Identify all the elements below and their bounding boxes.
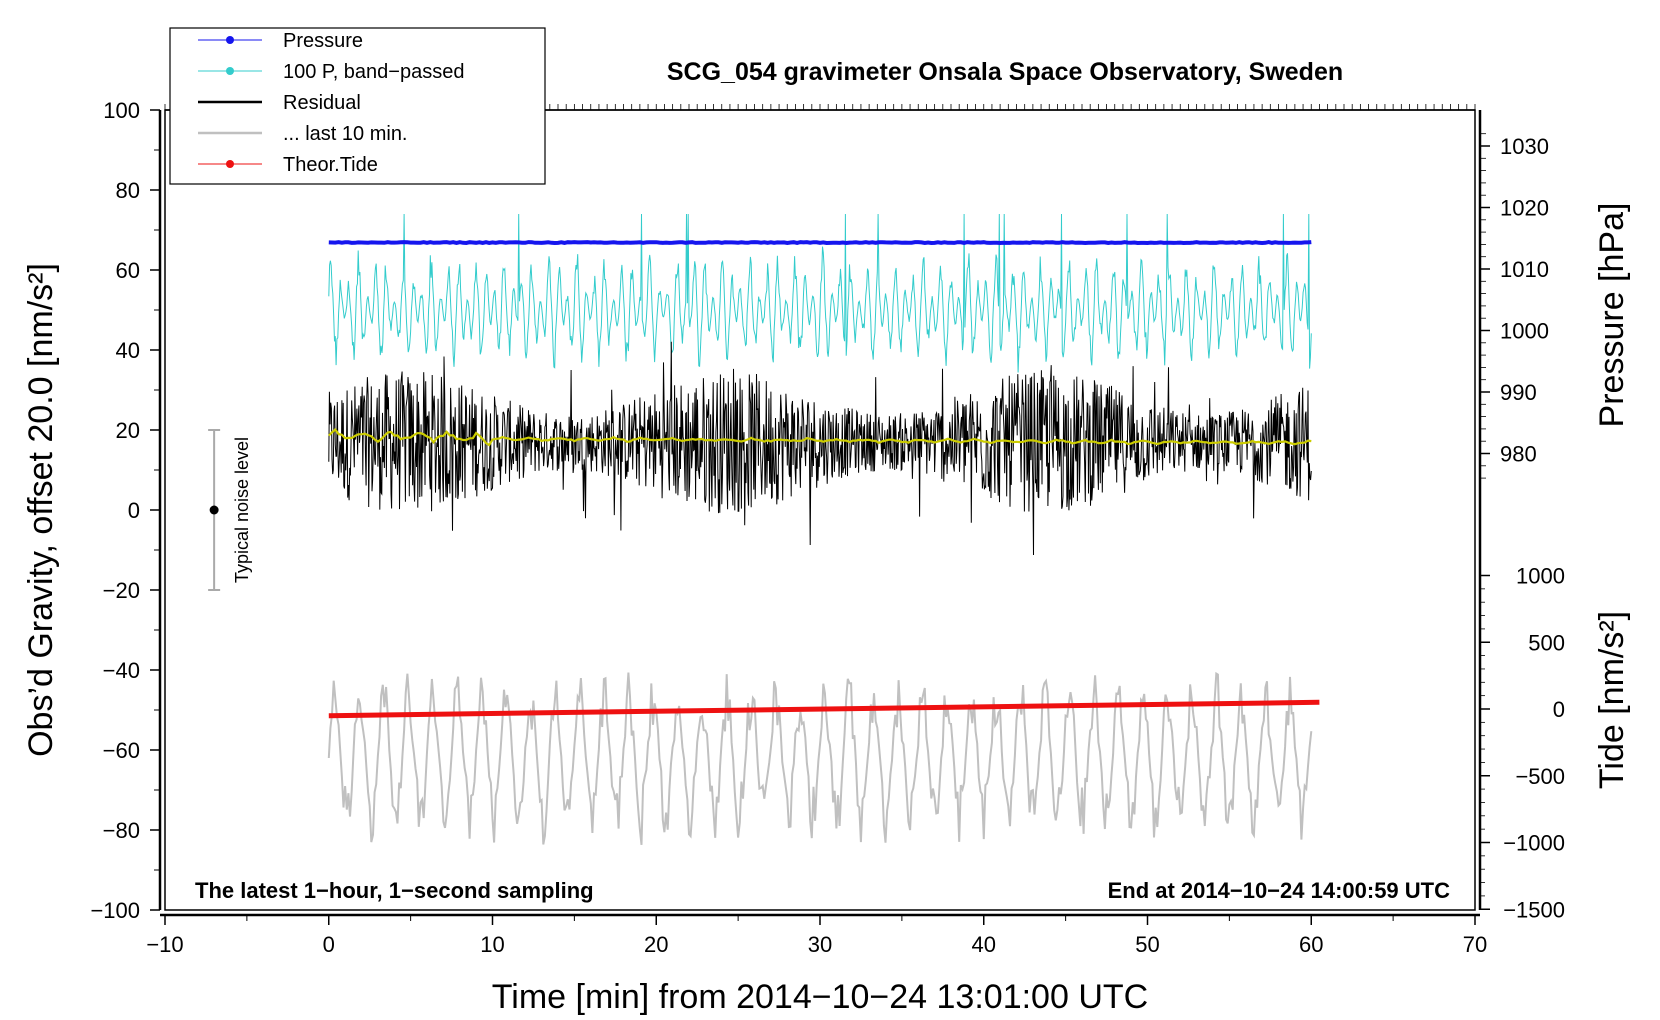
legend-label: Pressure [283,30,363,52]
series-band-passed-pressure [328,213,1312,373]
x-tick-label: 40 [972,932,996,957]
y-axis-ticks: 100 80 60 40 20 0 −20 −40 −60 −80 −100 [90,98,160,923]
tide-tick-label: 0 [1553,697,1565,722]
noise-bar-center-dot [209,505,219,515]
annotation-sampling: The latest 1−hour, 1−second sampling [195,878,594,903]
x-axis-title: Time [min] from 2014−10−24 13:01:00 UTC [492,978,1148,1016]
legend-box [169,27,546,185]
tide-axis-title: Tide [nm/s²] [1593,611,1631,789]
series-theoretical-tide [328,699,1320,719]
legend-swatch-dot [226,36,234,44]
x-tick-label: −10 [146,932,183,957]
x-tick-label: 30 [808,932,832,957]
chart-title: SCG_054 gravimeter Onsala Space Observat… [667,58,1343,86]
series-pressure [328,240,1312,246]
y-tick-label: 20 [116,418,140,443]
series-residual [328,341,1312,556]
legend-swatch-dot [226,67,234,75]
minor-ticks [154,104,1486,921]
x-tick-label: 70 [1463,932,1487,957]
series-group [327,213,1320,846]
pressure-axis-ticks: 1030 1020 1010 1000 990 980 [1480,134,1549,467]
noise-bar-label: Typical noise level [232,437,252,583]
x-axis-ticks: −10 0 10 20 30 40 50 60 70 [146,915,1487,957]
y-tick-label: −100 [90,898,140,923]
y-tick-label: 80 [116,178,140,203]
y-axis-title: Obs’d Gravity, offset 20.0 [nm/s²] [22,263,60,757]
pressure-tick-label: 1010 [1500,257,1549,282]
y-tick-label: 100 [103,98,140,123]
pressure-tick-label: 980 [1500,442,1537,467]
x-tick-label: 20 [644,932,668,957]
y-tick-label: −40 [103,658,140,683]
pressure-tick-label: 1000 [1500,319,1549,344]
pressure-tick-label: 990 [1500,380,1537,405]
y-tick-label: −80 [103,818,140,843]
tide-tick-label: −1000 [1503,831,1565,856]
y-tick-label: 40 [116,338,140,363]
plot-frame [164,109,1476,911]
x-tick-label: 10 [480,932,504,957]
annotation-end-time: End at 2014−10−24 14:00:59 UTC [1108,878,1451,903]
pressure-tick-label: 1020 [1500,196,1549,221]
legend-label: ... last 10 min. [283,123,408,145]
tide-axis-ticks: 1000 500 0 −500 −1000 −1500 [1480,564,1565,922]
pressure-tick-label: 1030 [1500,134,1549,159]
tide-tick-label: 500 [1528,630,1565,655]
noise-level-marker: Typical noise level [208,429,252,591]
x-tick-label: 0 [323,932,335,957]
y-tick-label: −60 [103,738,140,763]
x-tick-label: 50 [1135,932,1159,957]
legend-label: Theor.Tide [283,154,378,176]
legend-label: Residual [283,92,361,114]
tide-tick-label: 1000 [1516,564,1565,589]
y-tick-label: −20 [103,578,140,603]
legend-label: 100 P, band−passed [283,61,464,83]
legend-swatch-dot [226,160,234,168]
legend: Pressure 100 P, band−passed Residual ... la… [169,27,546,185]
pressure-axis-title: Pressure [hPa] [1593,203,1631,428]
y-tick-label: 0 [128,498,140,523]
x-tick-label: 60 [1299,932,1323,957]
tide-tick-label: −1500 [1503,897,1565,922]
tide-tick-label: −500 [1515,764,1565,789]
y-tick-label: 60 [116,258,140,283]
series-residual-smoothed [328,427,1312,447]
series-last-10-min [327,671,1313,846]
